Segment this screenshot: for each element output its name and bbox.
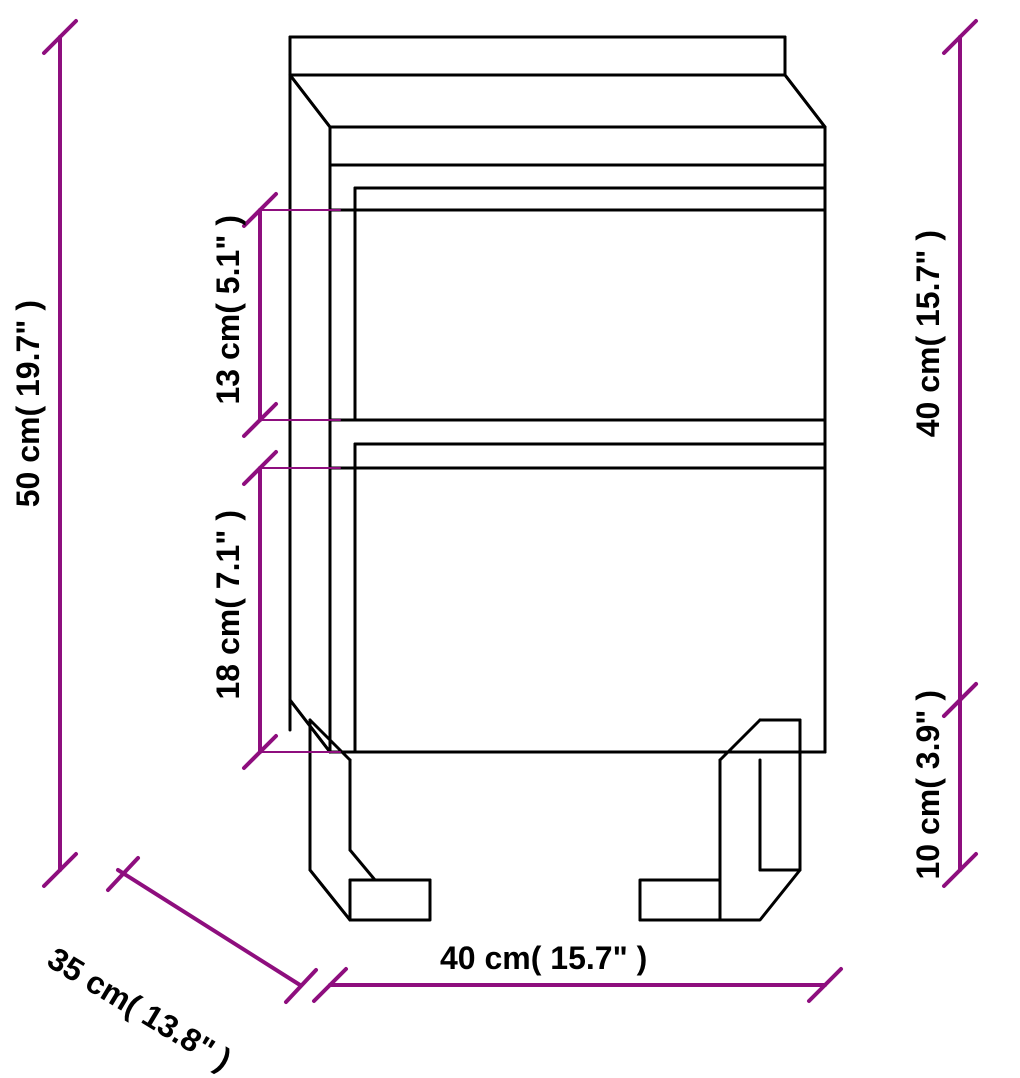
label-drawer-bottom: 18 cm( 7.1" ) — [210, 510, 247, 699]
label-total-height: 50 cm( 19.7" ) — [10, 300, 47, 507]
label-drawer-top: 13 cm( 5.1" ) — [210, 215, 247, 404]
label-width: 40 cm( 15.7" ) — [440, 940, 647, 977]
label-body-height: 40 cm( 15.7" ) — [910, 230, 947, 437]
label-leg-height: 10 cm( 3.9" ) — [910, 690, 947, 879]
diagram-stage: 50 cm( 19.7" ) 13 cm( 5.1" ) 18 cm( 7.1"… — [0, 0, 1020, 1020]
drawing-svg — [0, 0, 1020, 1020]
